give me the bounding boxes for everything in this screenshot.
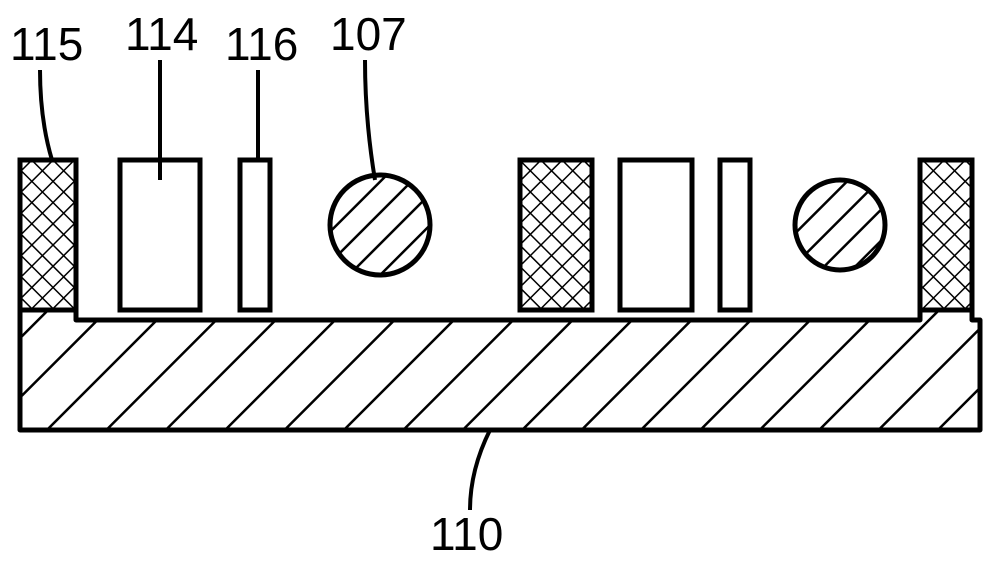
base-slab	[20, 310, 980, 430]
label-l107: 107	[330, 8, 407, 60]
crosshatch-column-1	[520, 160, 592, 310]
crosshatch-column-2	[920, 160, 972, 310]
open-rect-1	[240, 160, 270, 310]
leader-l110	[470, 430, 490, 510]
open-rect-0	[120, 160, 200, 310]
leader-l115	[40, 70, 52, 160]
circle-0	[330, 175, 430, 275]
label-l116: 116	[225, 18, 298, 70]
open-rect-3	[720, 160, 750, 310]
open-rect-2	[620, 160, 692, 310]
circle-1	[795, 180, 885, 270]
label-l110: 110	[430, 508, 503, 560]
label-l115: 115	[10, 18, 83, 70]
label-l114: 114	[125, 8, 198, 60]
leader-l107	[365, 60, 375, 180]
crosshatch-column-0	[20, 160, 76, 310]
